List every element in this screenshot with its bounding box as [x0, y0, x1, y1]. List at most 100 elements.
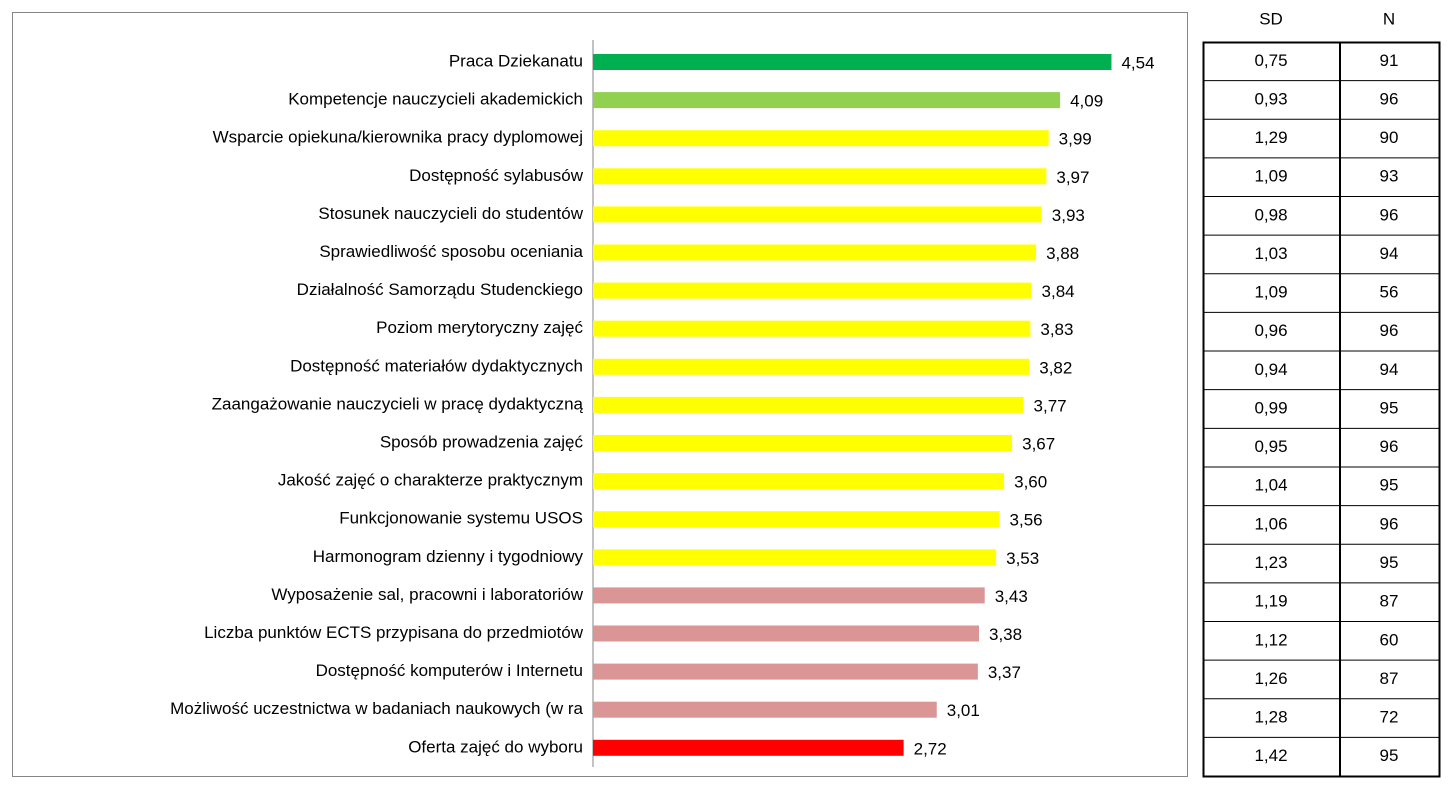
- category-label: Wyposażenie sal, pracowni i laboratoriów: [271, 585, 583, 604]
- table-header: N: [1383, 9, 1395, 28]
- value-label: 3,82: [1039, 358, 1072, 377]
- bar: [593, 92, 1061, 109]
- value-label: 3,67: [1022, 434, 1055, 453]
- bar: [593, 587, 985, 604]
- table-cell: 1,28: [1254, 708, 1287, 727]
- table-cell: 1,09: [1254, 167, 1287, 186]
- table-cell: 96: [1380, 205, 1399, 224]
- value-label: 3,77: [1034, 396, 1067, 415]
- table-cell: 91: [1380, 51, 1399, 70]
- table-cell: 0,98: [1254, 205, 1287, 224]
- table-cell: 1,09: [1254, 283, 1287, 302]
- table-cell: 94: [1380, 244, 1399, 263]
- bar: [593, 511, 1000, 528]
- value-label: 4,09: [1070, 92, 1103, 111]
- bar: [593, 244, 1037, 261]
- value-label: 4,54: [1121, 53, 1154, 72]
- table-cell: 1,26: [1254, 669, 1287, 688]
- bar: [593, 396, 1024, 413]
- table-cell: 0,75: [1254, 51, 1287, 70]
- category-label: Wsparcie opiekuna/kierownika pracy dyplo…: [213, 128, 583, 147]
- bar: [593, 549, 997, 566]
- bar: [593, 739, 904, 756]
- table-cell: 94: [1380, 360, 1399, 379]
- table-cell: 1,12: [1254, 630, 1287, 649]
- table-cell: 87: [1380, 669, 1399, 688]
- category-label: Harmonogram dzienny i tygodniowy: [313, 547, 584, 566]
- category-label: Dostępność materiałów dydaktycznych: [290, 356, 583, 375]
- value-label: 3,99: [1059, 130, 1092, 149]
- table-cell: 1,42: [1254, 746, 1287, 765]
- table-cell: 60: [1380, 630, 1399, 649]
- category-label: Zaangażowanie nauczycieli w pracę dydakt…: [212, 394, 584, 413]
- category-label: Możliwość uczestnictwa w badaniach nauko…: [170, 699, 583, 718]
- bar: [593, 320, 1031, 337]
- value-label: 3,56: [1010, 511, 1043, 530]
- value-label: 3,01: [947, 701, 980, 720]
- table-cell: 0,94: [1254, 360, 1287, 379]
- table-cell: 1,03: [1254, 244, 1287, 263]
- category-label: Funkcjonowanie systemu USOS: [339, 509, 583, 528]
- table-cell: 0,96: [1254, 321, 1287, 340]
- value-label: 3,97: [1056, 168, 1089, 187]
- table-cell: 1,29: [1254, 128, 1287, 147]
- value-label: 3,60: [1014, 473, 1047, 492]
- category-label: Dostępność sylabusów: [409, 166, 584, 185]
- table-cell: 56: [1380, 283, 1399, 302]
- table-cell: 96: [1380, 321, 1399, 340]
- table-cell: 1,23: [1254, 553, 1287, 572]
- table-cell: 95: [1380, 746, 1399, 765]
- category-label: Sprawiedliwość sposobu oceniania: [319, 242, 583, 261]
- table-frame: [1202, 41, 1441, 778]
- table-cell: 95: [1380, 398, 1399, 417]
- bar: [593, 435, 1013, 451]
- bar: [593, 206, 1042, 223]
- bar: [593, 625, 979, 642]
- table-cell: 96: [1380, 89, 1399, 108]
- bar: [593, 358, 1030, 375]
- value-label: 3,53: [1006, 549, 1039, 568]
- table-cell: 87: [1380, 592, 1399, 611]
- table-cell: 1,04: [1254, 476, 1287, 495]
- table-cell: 93: [1380, 167, 1399, 186]
- category-label: Sposób prowadzenia zajęć: [380, 432, 584, 451]
- value-label: 3,84: [1042, 282, 1075, 301]
- table-cell: 0,93: [1254, 89, 1287, 108]
- category-label: Stosunek nauczycieli do studentów: [318, 204, 583, 223]
- table-cell: 96: [1380, 437, 1399, 456]
- bar: [593, 54, 1112, 70]
- category-label: Oferta zajęć do wyboru: [408, 737, 583, 756]
- value-label: 3,83: [1040, 320, 1073, 339]
- value-label: 3,88: [1046, 244, 1079, 263]
- value-label: 3,43: [995, 587, 1028, 606]
- table-cell: 95: [1380, 476, 1399, 495]
- category-label: Dostępność komputerów i Internetu: [316, 661, 583, 680]
- category-label: Kompetencje nauczycieli akademickich: [288, 90, 583, 109]
- category-label: Jakość zajęć o charakterze praktycznym: [278, 471, 583, 490]
- bar: [593, 701, 937, 718]
- table-cell: 90: [1380, 128, 1399, 147]
- bar: [593, 282, 1032, 299]
- value-label: 3,37: [988, 663, 1021, 682]
- table-cell: 0,99: [1254, 398, 1287, 417]
- bar: [593, 168, 1047, 185]
- table-cell: 0,95: [1254, 437, 1287, 456]
- table-cell: 1,19: [1254, 592, 1287, 611]
- category-label: Praca Dziekanatu: [449, 51, 583, 70]
- table-cell: 96: [1380, 514, 1399, 533]
- category-label: Działalność Samorządu Studenckiego: [297, 280, 583, 299]
- value-label: 2,72: [914, 739, 947, 758]
- category-label: Liczba punktów ECTS przypisana do przedm…: [204, 623, 584, 642]
- value-label: 3,38: [989, 625, 1022, 644]
- bar: [593, 130, 1049, 147]
- bar: [593, 473, 1005, 490]
- table-header: SD: [1259, 9, 1283, 28]
- bar: [593, 663, 978, 680]
- chart-frame: [12, 12, 1188, 777]
- table-cell: 95: [1380, 553, 1399, 572]
- value-label: 3,93: [1052, 206, 1085, 225]
- category-label: Poziom merytoryczny zajęć: [376, 318, 583, 337]
- table-cell: 1,06: [1254, 514, 1287, 533]
- table-cell: 72: [1380, 708, 1399, 727]
